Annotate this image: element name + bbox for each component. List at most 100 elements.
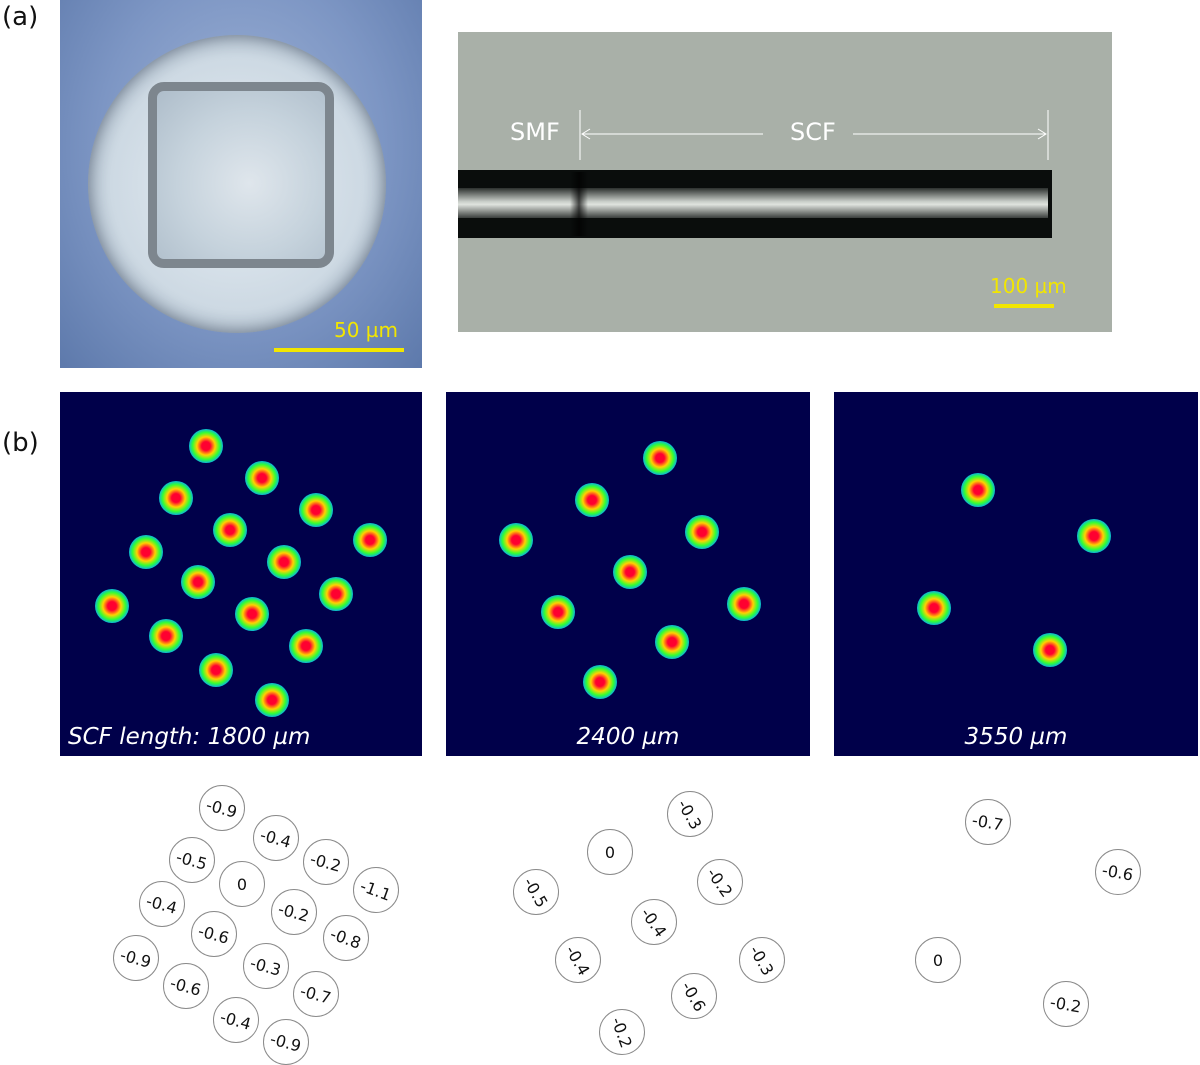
phase-value: 0 [604,842,616,862]
phase-value: -0.2 [607,1014,637,1050]
mode-spot [961,473,995,507]
phase-value: -0.4 [561,941,595,979]
phase-value: -0.2 [308,848,344,876]
phase-value: -0.6 [196,920,232,948]
phase-value: -0.6 [168,972,204,1000]
phase-value: -0.5 [519,873,553,911]
mode-caption: SCF length: 1800 µm [68,724,311,750]
phase-value-circle: -0.7 [293,971,339,1017]
phase-value-circle: -1.1 [353,867,399,913]
phase-value-circle: -0.5 [513,869,559,915]
phase-value: -0.3 [673,795,707,833]
mode-spot [267,545,301,579]
cross-section-scale-label: 50 µm [334,318,399,342]
phase-value: -0.3 [745,941,779,979]
fiber-side-view-image: SMF SCF 100 µm [458,32,1112,332]
phase-value-circle: -0.2 [697,859,743,905]
mode-spot [159,481,193,515]
phase-value: -1.1 [358,875,394,905]
phase-value-circle: -0.3 [667,791,713,837]
mode-spot [255,683,289,717]
phase-value-circle: -0.6 [163,963,209,1009]
phase-value: -0.6 [677,977,711,1015]
phase-value-circle: 0 [587,829,633,875]
phase-value-circle: -0.9 [199,785,245,831]
phase-value-circle: -0.2 [599,1009,645,1055]
phase-map-2400: -0.3 0 -0.2 -0.5 -0.4 -0.3 -0.4 -0.6 -0.2 [446,770,810,1060]
mode-spot [353,523,387,557]
phase-value-circle: -0.6 [191,911,237,957]
phase-value-circle: -0.4 [253,815,299,861]
smf-label: SMF [510,118,560,146]
cross-section-scale-bar [274,348,404,352]
side-view-scale-label: 100 µm [990,274,1067,298]
phase-map-1800: -0.9 -0.4 -0.5 -0.2 0 -1.1 -0.4 -0.2 -0.6 -0.8 -0.… [60,770,422,1065]
phase-value: -0.9 [268,1028,304,1056]
phase-value-circle: -0.6 [671,973,717,1019]
mode-spot [499,523,533,557]
phase-value-circle: -0.8 [323,915,369,961]
mode-spot [917,591,951,625]
panel-label-b: (b) [2,428,39,458]
scf-label: SCF [790,118,836,146]
mode-spot [1033,633,1067,667]
mode-spot [149,619,183,653]
phase-value-circle: 0 [915,937,961,983]
phase-value-circle: -0.3 [739,937,785,983]
mode-spot [235,597,269,631]
mode-spot [541,595,575,629]
phase-value: -0.7 [970,809,1006,835]
phase-value: -0.4 [637,903,671,941]
phase-value: -0.9 [204,794,240,822]
phase-value-circle: -0.7 [965,799,1011,845]
phase-value: -0.4 [144,890,180,918]
phase-value-circle: -0.9 [113,935,159,981]
phase-value: -0.4 [258,824,294,852]
mode-spot [95,589,129,623]
mode-spot [575,483,609,517]
phase-value-circle: -0.4 [631,899,677,945]
splice-point [570,172,588,236]
mode-spot [613,555,647,589]
square-core [148,82,334,268]
phase-value: -0.2 [1048,991,1084,1017]
phase-map-3550: -0.7 -0.6 0 -0.2 [834,770,1198,1060]
mode-spot [1077,519,1111,553]
phase-value: -0.6 [1100,859,1136,885]
mode-spot [583,665,617,699]
phase-value-circle: -0.2 [1043,981,1089,1027]
side-view-scale-bar [994,304,1054,308]
phase-value: -0.3 [248,952,284,980]
phase-value: 0 [932,950,944,970]
phase-value-circle: -0.6 [1095,849,1141,895]
fiber-core-highlight [458,188,1048,218]
phase-value: -0.2 [703,863,737,901]
phase-value: -0.9 [118,944,154,972]
mode-spot [189,429,223,463]
phase-value-circle: -0.4 [213,997,259,1043]
phase-value: -0.5 [174,846,210,874]
phase-value: 0 [236,874,248,894]
mode-spot [213,513,247,547]
phase-value: -0.2 [276,898,312,926]
phase-value-circle: -0.9 [263,1019,309,1065]
fiber-cross-section-image: 50 µm [60,0,422,368]
phase-value: -0.7 [298,980,334,1008]
mode-spot [289,629,323,663]
phase-value: -0.8 [328,923,364,953]
mode-spot [199,653,233,687]
mode-spot [727,587,761,621]
mode-pattern-2400: 2400 µm [446,392,810,756]
mode-spot [319,577,353,611]
scf-length-marker [579,110,1049,160]
mode-spot [245,461,279,495]
phase-value-circle: -0.4 [139,881,185,927]
phase-value-circle: -0.2 [303,839,349,885]
mode-spot [685,515,719,549]
mode-spot [129,535,163,569]
mode-spot [643,441,677,475]
phase-value-circle: -0.4 [555,937,601,983]
mode-caption: 2400 µm [576,724,680,750]
mode-spot [299,493,333,527]
phase-value-circle: 0 [219,861,265,907]
